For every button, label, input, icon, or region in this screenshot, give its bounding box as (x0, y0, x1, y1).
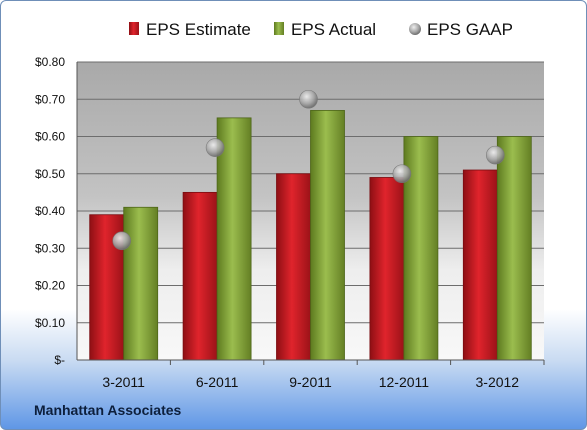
x-tick-label: 3-2012 (476, 374, 520, 390)
legend-swatch-estimate (129, 22, 139, 35)
eps-estimate-bar (462, 169, 498, 361)
eps-gaap-marker (205, 138, 225, 157)
eps-actual-bar (310, 110, 345, 361)
legend-swatch-gaap (409, 23, 421, 35)
x-tick-label: 9-2011 (289, 374, 332, 390)
eps-actual-bar (403, 136, 439, 361)
y-tick-label: $0.30 (35, 241, 65, 255)
bars-group (89, 110, 532, 361)
legend-label: EPS Estimate (146, 20, 251, 39)
y-tick-label: $0.40 (35, 204, 65, 218)
eps-estimate-bar (276, 173, 311, 361)
x-tick-label: 6-2011 (196, 374, 239, 390)
company-name: Manhattan Associates (34, 402, 182, 418)
legend: EPS Estimate EPS Actual EPS GAAP (129, 20, 513, 39)
eps-actual-bar (123, 206, 159, 361)
x-tick-label: 3-2011 (102, 374, 145, 390)
legend-swatch-actual (274, 22, 284, 35)
eps-estimate-bar (369, 177, 405, 361)
y-tick-label: $0.50 (35, 167, 65, 181)
y-tick-label: $0.10 (35, 316, 65, 330)
x-axis: 3-2011 6-2011 9-2011 12-2011 3-2012 (102, 360, 545, 390)
eps-actual-bar (216, 117, 252, 361)
y-tick-label: $0.20 (35, 279, 65, 293)
y-tick-label: $0.80 (35, 55, 65, 69)
gaap-markers-group (112, 89, 505, 251)
y-axis: $- $0.10 $0.20 $0.30 $0.40 $0.50 $0.60 $0.70 $0.… (35, 55, 544, 367)
eps-gaap-marker (485, 145, 505, 165)
eps-actual-bar (496, 136, 532, 361)
y-tick-label: $- (54, 353, 65, 367)
x-tick-label: 12-2011 (379, 374, 430, 390)
legend-label: EPS Actual (291, 20, 376, 39)
eps-gaap-marker (299, 89, 318, 109)
eps-estimate-bar (182, 191, 218, 361)
legend-label: EPS GAAP (427, 20, 513, 39)
y-tick-label: $0.70 (35, 92, 65, 106)
eps-gaap-marker (112, 231, 131, 251)
eps-gaap-marker (392, 164, 412, 184)
y-tick-label: $0.60 (35, 130, 65, 144)
